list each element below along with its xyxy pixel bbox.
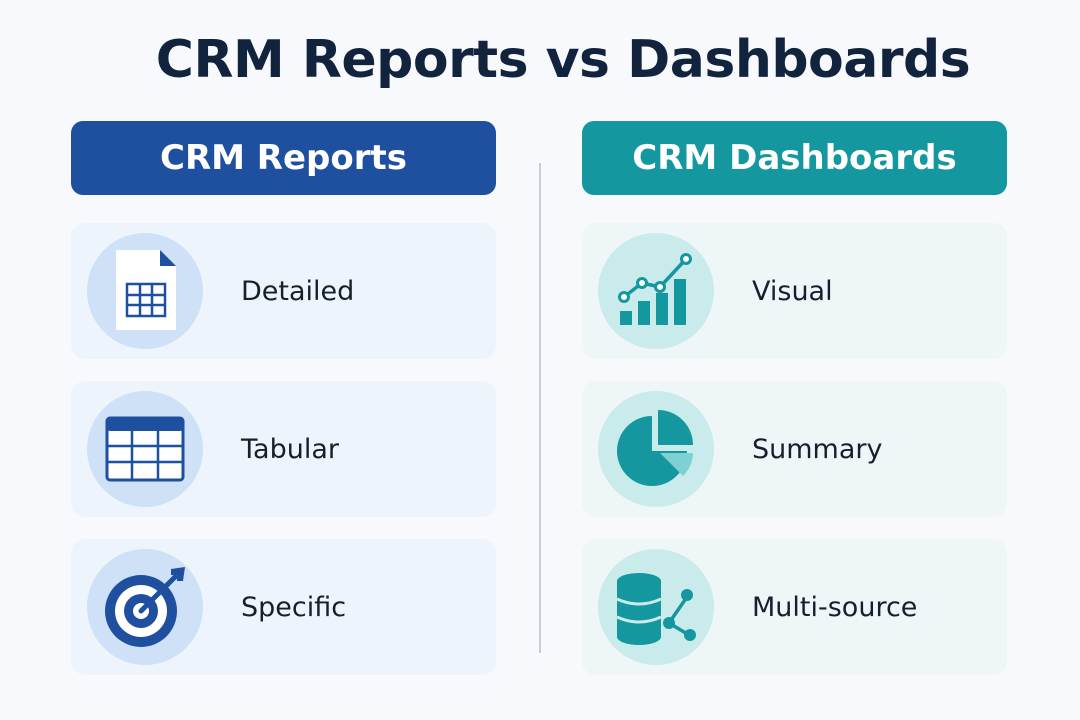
reports-card-specific: Specific — [71, 539, 496, 675]
reports-column: CRM Reports Detailed — [71, 121, 496, 675]
reports-label-specific: Specific — [241, 591, 347, 623]
bar-chart-trend-icon — [618, 253, 692, 325]
reports-card-tabular: Tabular — [71, 381, 496, 517]
reports-header: CRM Reports — [71, 121, 496, 195]
dashboards-card-summary: Summary — [582, 381, 1007, 517]
dashboards-card-multisource: Multi-source — [582, 539, 1007, 675]
dashboards-icon-circle — [598, 549, 714, 665]
page-title: CRM Reports vs Dashboards — [155, 30, 971, 90]
reports-icon-circle — [87, 549, 203, 665]
reports-icon-circle — [87, 233, 203, 349]
dashboards-label-visual: Visual — [752, 275, 833, 307]
dashboards-icon-circle — [598, 233, 714, 349]
pie-chart-icon — [617, 410, 693, 486]
dashboards-card-visual: Visual — [582, 223, 1007, 359]
document-table-icon — [116, 250, 176, 330]
column-divider — [539, 163, 541, 653]
reports-icon-circle — [87, 391, 203, 507]
reports-label-detailed: Detailed — [241, 275, 355, 307]
table-grid-icon — [105, 416, 185, 482]
reports-label-tabular: Tabular — [241, 433, 339, 465]
dashboards-icon-circle — [598, 391, 714, 507]
reports-card-detailed: Detailed — [71, 223, 496, 359]
target-icon — [105, 567, 185, 647]
dashboards-label-summary: Summary — [752, 433, 883, 465]
dashboards-column: CRM Dashboards Visual Sum — [582, 121, 1007, 675]
dashboards-header: CRM Dashboards — [582, 121, 1007, 195]
dashboards-label-multisource: Multi-source — [752, 591, 918, 623]
database-network-icon — [616, 573, 696, 645]
